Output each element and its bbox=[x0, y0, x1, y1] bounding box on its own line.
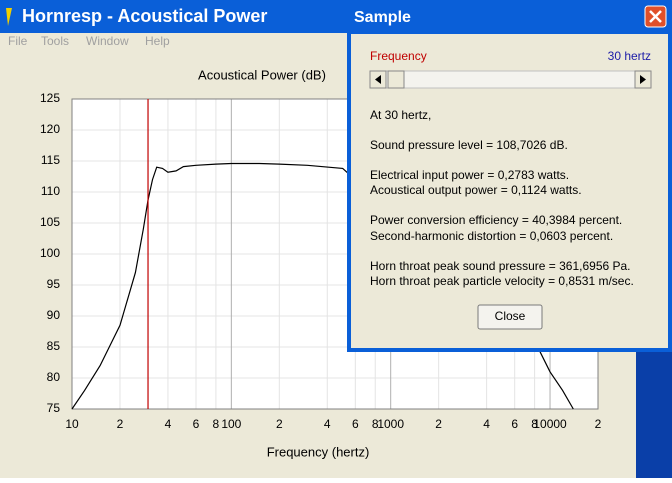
arrow-left bbox=[375, 75, 381, 84]
close-button-label[interactable]: Close bbox=[495, 309, 526, 323]
slider-label: Frequency bbox=[370, 49, 427, 63]
y-tick-label: 115 bbox=[41, 153, 60, 167]
menu-item[interactable]: File bbox=[8, 34, 28, 48]
close-x bbox=[649, 10, 662, 23]
x-tick-label: 1000 bbox=[377, 417, 404, 431]
x-tick-label: 6 bbox=[193, 417, 200, 431]
x-tick-label: 6 bbox=[511, 417, 518, 431]
y-tick-label: 75 bbox=[47, 401, 61, 415]
arrow-right bbox=[640, 75, 646, 84]
x-tick-label: 2 bbox=[276, 417, 283, 431]
chart-title: Acoustical Power (dB) bbox=[198, 67, 326, 82]
dialog: Sample Frequency 30 hertz Close At 30 he… bbox=[347, 0, 672, 352]
dialog-line: Horn throat peak sound pressure = 361,69… bbox=[370, 259, 631, 273]
x-tick-label: 8 bbox=[213, 417, 220, 431]
dialog-line: At 30 hertz, bbox=[370, 108, 431, 122]
y-tick-label: 95 bbox=[47, 277, 61, 291]
close-button[interactable] bbox=[477, 304, 543, 330]
x-tick-label: 10000 bbox=[533, 417, 567, 431]
window-title: Hornresp - Acoustical Power bbox=[22, 6, 267, 26]
dialog-line: Sound pressure level = 108,7026 dB. bbox=[370, 138, 568, 152]
dialog-line: Power conversion efficiency = 40,3984 pe… bbox=[370, 213, 622, 227]
dialog-line: Acoustical output power = 0,1124 watts. bbox=[370, 183, 582, 197]
x-axis-label: Frequency (hertz) bbox=[267, 444, 370, 459]
x-tick-label: 4 bbox=[324, 417, 331, 431]
y-tick-label: 125 bbox=[40, 91, 60, 105]
menu-item[interactable]: Help bbox=[145, 34, 170, 48]
dialog-line: Second-harmonic distortion = 0,0603 perc… bbox=[370, 229, 613, 243]
menu-item[interactable]: Tools bbox=[41, 34, 69, 48]
y-tick-label: 100 bbox=[40, 246, 60, 260]
y-tick-label: 120 bbox=[40, 122, 60, 136]
app-icon bbox=[6, 8, 12, 26]
x-tick-label: 2 bbox=[435, 417, 442, 431]
x-tick-label: 100 bbox=[221, 417, 241, 431]
dialog-line: Electrical input power = 0,2783 watts. bbox=[370, 168, 569, 182]
x-tick-label: 10 bbox=[65, 417, 79, 431]
x-tick-label: 4 bbox=[165, 417, 172, 431]
x-tick-label: 8 bbox=[531, 417, 538, 431]
y-tick-label: 105 bbox=[40, 215, 60, 229]
slider-thumb[interactable] bbox=[387, 70, 405, 89]
y-tick-label: 110 bbox=[41, 184, 60, 198]
dialog-title: Sample bbox=[354, 9, 411, 26]
y-tick-label: 80 bbox=[47, 370, 61, 384]
dialog-line: Horn throat peak particle velocity = 0,8… bbox=[370, 274, 634, 288]
x-tick-label: 2 bbox=[117, 417, 124, 431]
x-tick-label: 8 bbox=[372, 417, 379, 431]
menu-item[interactable]: Window bbox=[86, 34, 129, 48]
slider-value: 30 hertz bbox=[608, 49, 651, 63]
y-tick-label: 85 bbox=[47, 339, 61, 353]
x-tick-label: 4 bbox=[483, 417, 490, 431]
y-tick-label: 90 bbox=[47, 308, 61, 322]
x-tick-label: 2 bbox=[595, 417, 602, 431]
slider-track[interactable] bbox=[369, 70, 652, 89]
x-tick-label: 6 bbox=[352, 417, 359, 431]
